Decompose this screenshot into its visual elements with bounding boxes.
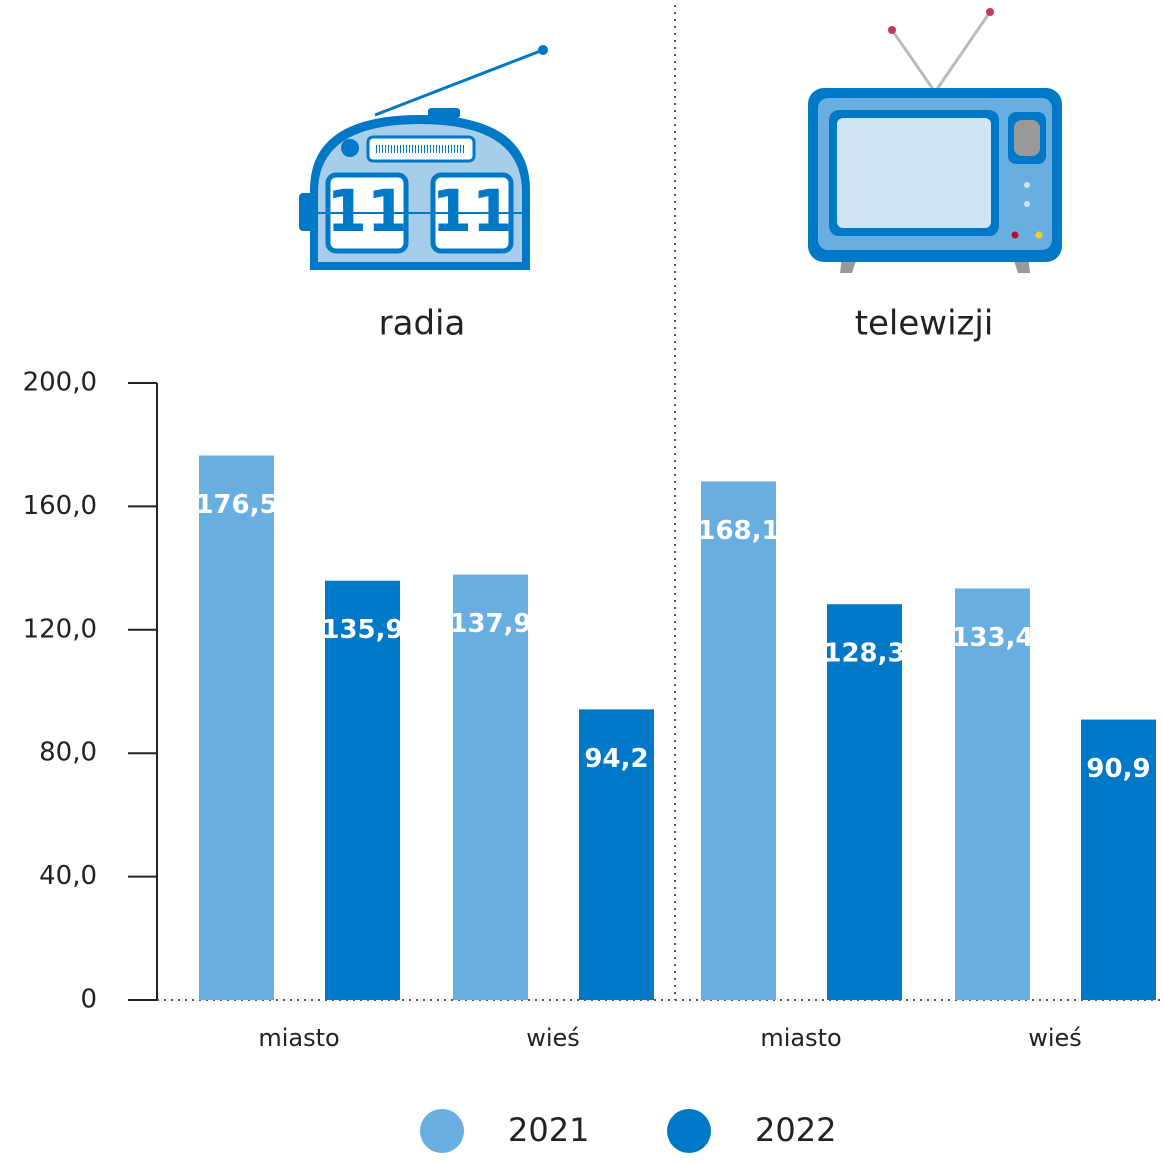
bar [701, 481, 776, 1000]
bar [199, 455, 274, 1000]
bar [955, 588, 1030, 1000]
bar [827, 604, 902, 1000]
bar [453, 574, 528, 1000]
y-tick-label: 160,0 [23, 491, 97, 521]
value-label: 133,4 [951, 623, 1033, 653]
value-label: 135,9 [321, 615, 403, 645]
value-label: 137,9 [449, 609, 531, 639]
x-tick-label: wieś [1028, 1024, 1082, 1052]
tv-icon [808, 8, 1062, 273]
x-tick-label: miasto [760, 1024, 841, 1052]
bar [1081, 719, 1156, 1000]
y-tick-label: 0 [80, 985, 97, 1015]
value-label: 168,1 [697, 516, 779, 546]
bar [325, 580, 400, 1000]
bar [579, 709, 654, 1000]
value-label: 128,3 [823, 639, 905, 669]
legend-swatch [667, 1109, 711, 1153]
value-label: 94,2 [584, 744, 648, 774]
y-tick-label: 40,0 [39, 861, 97, 891]
radio-digits: 11 [327, 177, 408, 245]
radio-icon: 11 11 [299, 45, 548, 270]
legend-label: 2022 [755, 1111, 836, 1149]
value-label: 176,5 [195, 490, 277, 520]
y-tick-label: 80,0 [39, 738, 97, 768]
y-tick-label: 200,0 [23, 368, 97, 398]
x-tick-label: miasto [258, 1024, 339, 1052]
legend-swatch [420, 1109, 464, 1153]
x-tick-label: wieś [526, 1024, 580, 1052]
group-label: radia [379, 304, 466, 344]
y-tick-label: 120,0 [23, 614, 97, 644]
group-label: telewizji [855, 304, 994, 344]
radio-digits: 11 [432, 177, 513, 245]
legend-label: 2021 [508, 1111, 589, 1149]
value-label: 90,9 [1086, 754, 1150, 784]
